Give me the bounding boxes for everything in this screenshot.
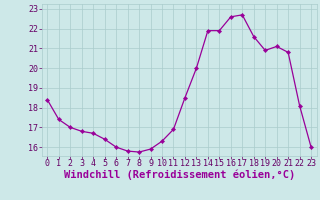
X-axis label: Windchill (Refroidissement éolien,°C): Windchill (Refroidissement éolien,°C) xyxy=(64,170,295,180)
